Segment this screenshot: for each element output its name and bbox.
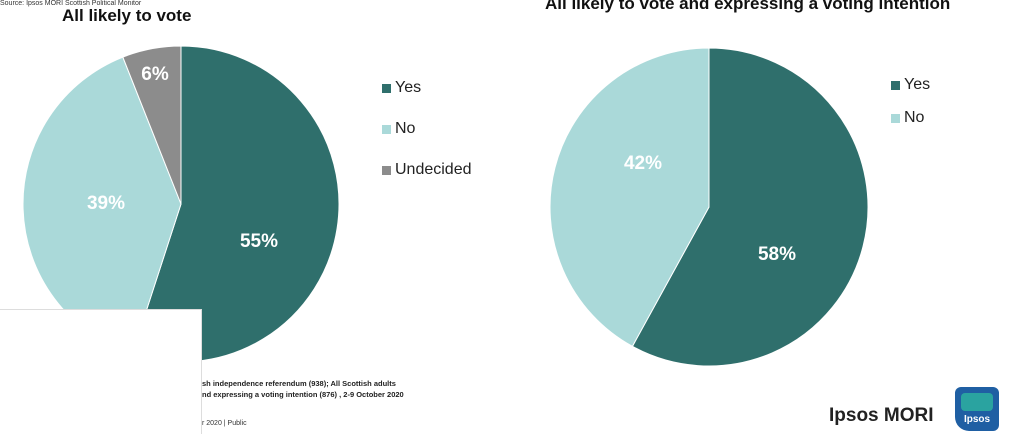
pie-slice-no — [549, 47, 710, 348]
legend-swatch-yes — [891, 80, 900, 90]
slice-label-no: 42% — [624, 153, 662, 174]
brand-name: Ipsos MORI — [829, 405, 934, 426]
legend-label-yes: Yes — [395, 79, 422, 96]
chart-title-left: All likely to vote — [62, 6, 192, 25]
footnote-line-1: sh independence referendum (938); All Sc… — [202, 379, 396, 388]
slice-label-yes: 55% — [240, 231, 278, 252]
overlay-panel — [0, 309, 202, 434]
legend-left: Yes No Undecided — [382, 78, 472, 201]
footnote: sh independence referendum (938); All Sc… — [202, 378, 502, 400]
source-note: Source: Ipsos MORI Scottish Political Mo… — [0, 0, 142, 7]
pie-chart-left: 55% 39% 6% — [22, 45, 340, 363]
slice-label-no: 39% — [87, 193, 125, 214]
ipsos-logo-icon: Ipsos — [955, 387, 999, 431]
footnote-line-2: nd expressing a voting intention (876) ,… — [202, 390, 404, 399]
legend-swatch-no — [382, 124, 391, 134]
legend-swatch-undecided — [382, 165, 391, 175]
legend-item-yes: Yes — [891, 75, 930, 95]
legend-swatch-no — [891, 113, 900, 123]
legend-label-yes: Yes — [904, 76, 931, 93]
footer-date: r 2020 | Public — [202, 420, 247, 427]
legend-label-undecided: Undecided — [395, 161, 472, 178]
pie-slice-undecided — [122, 45, 182, 205]
logo-text: Ipsos — [963, 414, 991, 425]
pie-slice-yes — [631, 47, 869, 367]
slice-label-yes: 58% — [758, 244, 796, 265]
pie-slice-yes — [131, 45, 340, 363]
legend-right: Yes No — [891, 75, 930, 141]
chart-title-right: All likely to vote and expressing a voti… — [545, 0, 951, 13]
legend-item-no: No — [891, 108, 930, 128]
legend-swatch-yes — [382, 83, 391, 93]
legend-item-no: No — [382, 119, 472, 139]
legend-label-no: No — [904, 109, 925, 126]
legend-item-yes: Yes — [382, 78, 472, 98]
legend-item-undecided: Undecided — [382, 160, 472, 180]
legend-label-no: No — [395, 120, 416, 137]
slice-label-undecided: 6% — [141, 64, 169, 85]
pie-chart-right: 58% 42% — [549, 47, 869, 367]
